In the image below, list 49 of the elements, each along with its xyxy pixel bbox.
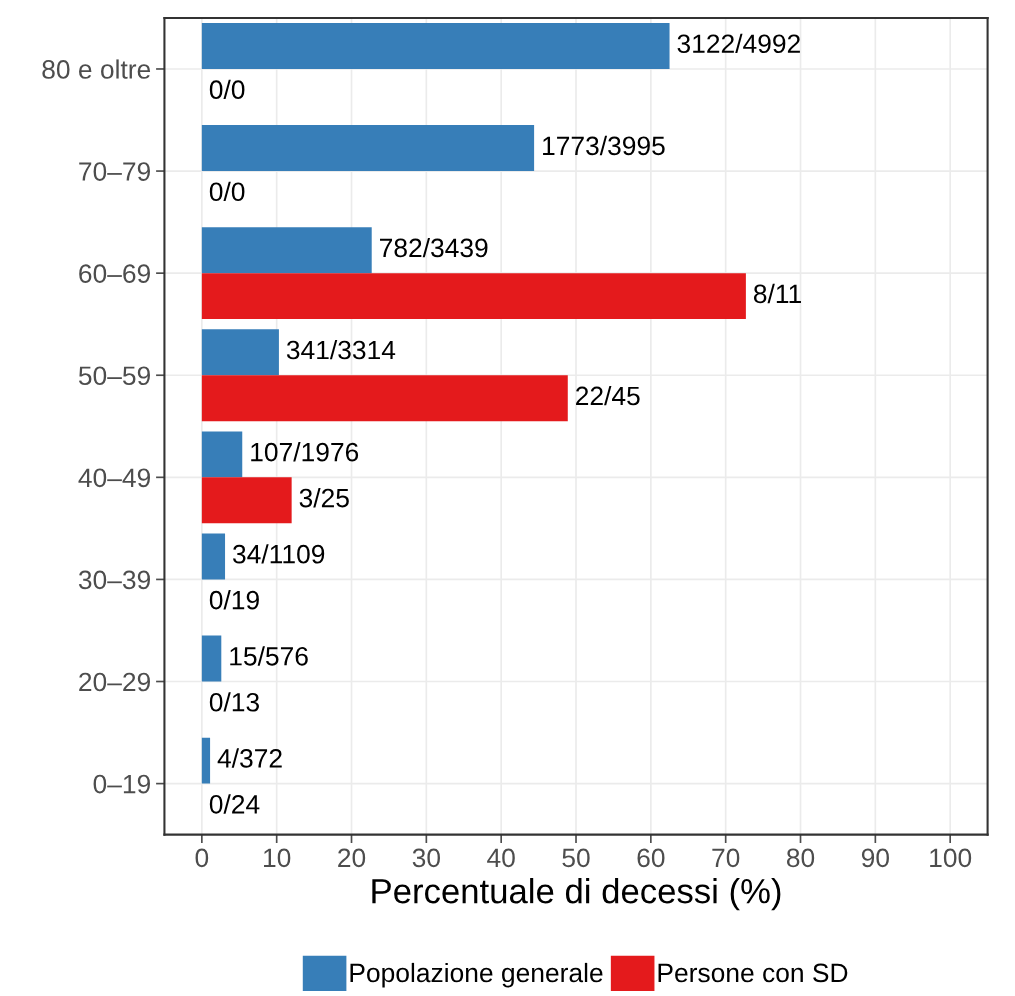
bar	[201, 227, 372, 274]
data-label: 0/0	[209, 181, 245, 202]
data-label: 107/1976	[251, 442, 359, 462]
data-label: 8/11	[753, 283, 801, 304]
bar	[201, 431, 243, 478]
bar	[201, 635, 222, 682]
data-label: 3/25	[299, 488, 349, 508]
x-tick-label: 80	[786, 848, 815, 868]
x-tick-label: 50	[562, 848, 590, 868]
data-label: 15/576	[230, 646, 308, 666]
x-tick-label: 20	[338, 848, 366, 868]
data-label: 0/13	[209, 692, 259, 712]
y-tick-label: 20–29	[79, 672, 150, 692]
y-tick-label: 70–79	[79, 162, 150, 181]
bar	[201, 477, 292, 524]
x-tick-label: 40	[487, 848, 515, 868]
bar	[201, 533, 226, 580]
legend-label: Popolazione generale	[350, 962, 603, 988]
bar	[201, 329, 279, 376]
bar	[201, 125, 535, 172]
data-label: 0/19	[209, 590, 259, 610]
data-label: 0/24	[209, 794, 260, 814]
bar	[201, 23, 670, 69]
data-label: 0/0	[209, 79, 245, 100]
x-tick-label: 90	[861, 848, 889, 868]
y-tick-label: 60–69	[79, 264, 150, 283]
legend-label: Persone con SD	[658, 963, 848, 983]
data-label: 341/3314	[286, 339, 396, 360]
y-tick-label: 50–59	[78, 366, 150, 386]
data-label: 34/1109	[233, 544, 325, 564]
data-label: 1773/3995	[543, 135, 665, 156]
bar	[201, 273, 746, 320]
bar	[201, 737, 211, 784]
y-tick-label: 0–19	[93, 774, 150, 794]
x-tick-label: 10	[264, 848, 291, 868]
data-label: 22/45	[576, 385, 640, 406]
y-tick-label: 30–39	[78, 570, 150, 590]
data-label: 3122/4992	[677, 33, 800, 54]
x-tick-label: 60	[637, 848, 665, 868]
data-label: 782/3439	[380, 237, 488, 258]
bar	[201, 375, 568, 422]
x-tick-label: 0	[195, 848, 209, 868]
y-tick-label: 80 e oltre	[42, 59, 151, 79]
x-tick-label: 100	[930, 848, 972, 868]
x-axis-title: Percentuale di decessi (%)	[372, 878, 781, 911]
x-tick-label: 70	[712, 848, 740, 868]
x-tick-label: 30	[412, 848, 440, 868]
y-tick-label: 40–49	[78, 468, 150, 488]
data-label: 4/372	[217, 748, 282, 768]
